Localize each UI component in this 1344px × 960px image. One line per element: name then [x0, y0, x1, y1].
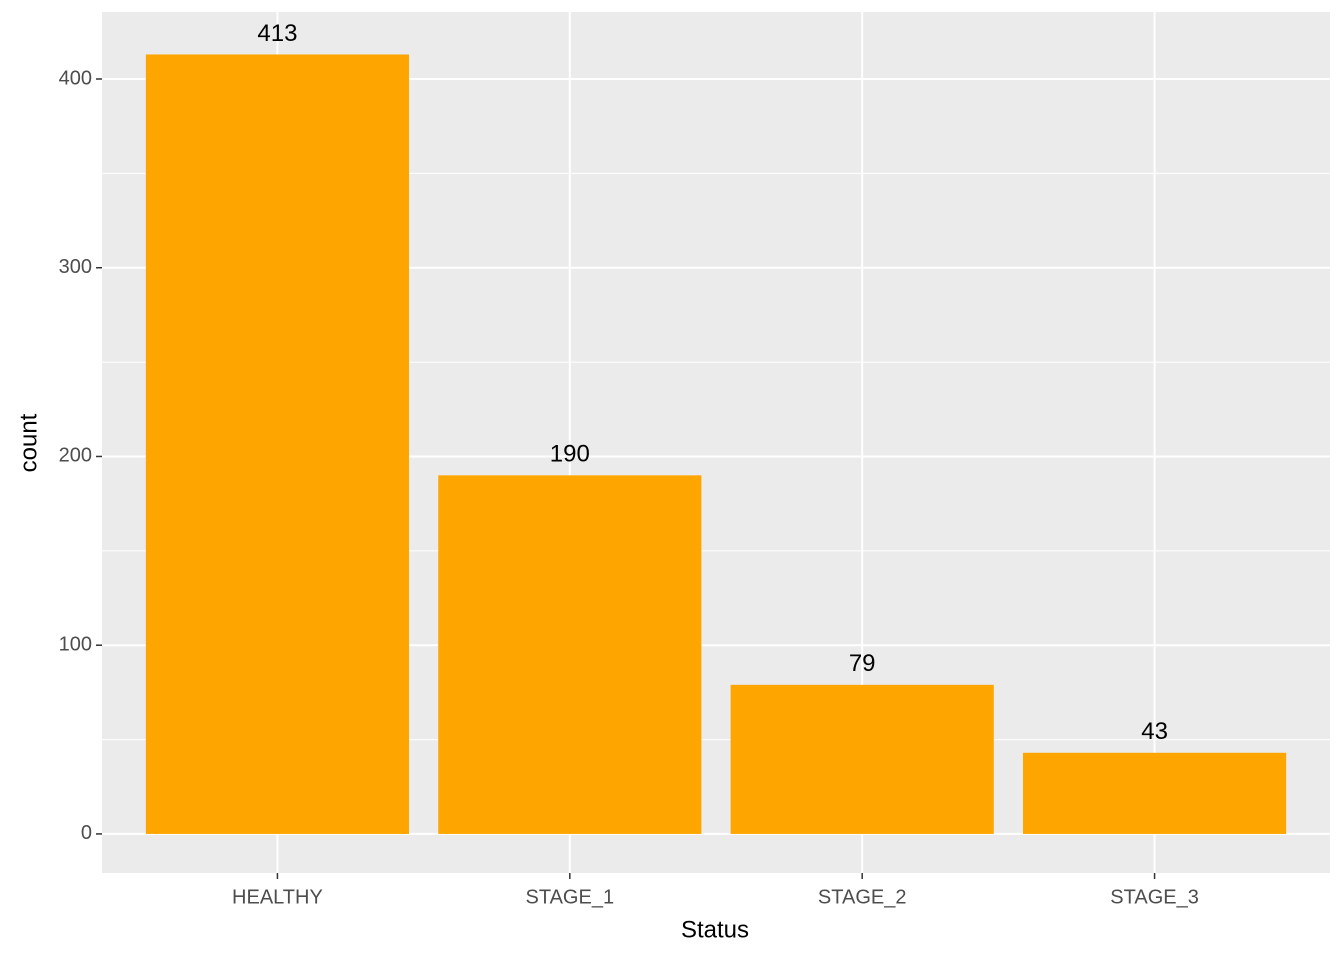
x-tick-label: STAGE_1	[526, 886, 615, 908]
marks: 413 190 79 43	[145, 20, 1287, 834]
value-label: 413	[257, 20, 297, 47]
y-tick-label: 300	[59, 256, 92, 278]
y-axis-title: count	[15, 413, 42, 472]
bar	[730, 684, 994, 834]
bar	[145, 54, 409, 834]
x-tick-label: STAGE_2	[818, 886, 907, 908]
y-tick-label: 100	[59, 633, 92, 655]
value-label: 43	[1141, 718, 1168, 745]
value-label: 79	[849, 650, 876, 677]
x-tick-label: HEALTHY	[232, 886, 323, 908]
value-label: 190	[550, 441, 590, 468]
bar	[438, 475, 702, 834]
y-tick-label: 200	[59, 445, 92, 467]
x-axis-title: Status	[681, 916, 749, 943]
y-tick-label: 0	[81, 822, 92, 844]
y-tick-label: 400	[59, 67, 92, 89]
x-tick-label: STAGE_3	[1110, 886, 1199, 908]
bar	[1023, 752, 1287, 834]
